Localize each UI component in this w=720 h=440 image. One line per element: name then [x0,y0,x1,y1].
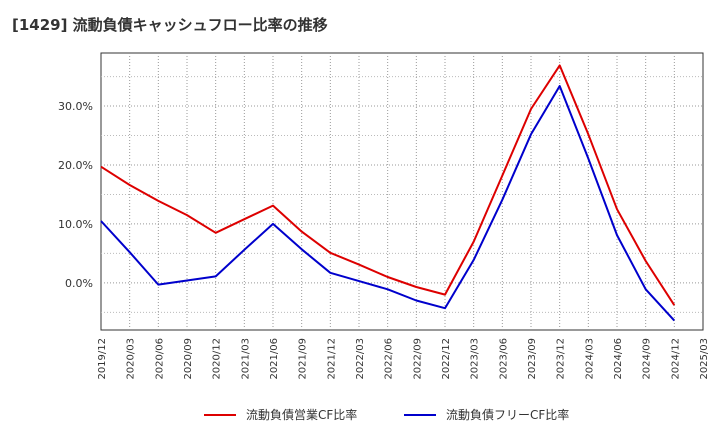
x-tick-label: 2021/12 [326,338,337,380]
y-tick-label: 0.0% [65,277,93,290]
x-tick-label: 2023/03 [470,338,481,380]
plot-frame [100,52,704,331]
x-tick-label: 2024/03 [584,338,595,380]
legend-label-2: 流動負債フリーCF比率 [446,407,569,422]
legend-label-1: 流動負債営業CF比率 [246,407,357,422]
x-tick-label: 2021/09 [298,338,309,380]
y-tick-label: 10.0% [58,218,93,231]
x-tick-label: 2022/09 [412,338,423,380]
x-tick-label: 2023/12 [556,338,567,380]
x-tick-label: 2020/03 [126,338,137,380]
x-tick-label: 2019/12 [97,338,108,380]
series-line-2 [100,85,676,322]
y-tick-label: 30.0% [58,100,93,113]
x-tick-label: 2024/12 [670,338,681,380]
legend: 流動負債営業CF比率 流動負債フリーCF比率 [204,407,569,422]
x-tick-label: 2022/03 [355,338,366,380]
x-tick-label: 2020/09 [183,338,194,380]
x-tick-label: 2024/09 [642,338,653,380]
grid-layer [100,52,704,331]
x-tick-label: 2022/06 [384,338,395,380]
x-tick-label: 2020/12 [212,338,223,380]
y-tick-label: 20.0% [58,159,93,172]
x-tick-label: 2020/06 [154,338,165,380]
x-tick-label: 2023/06 [498,338,509,380]
x-tick-label: 2025/03 [699,338,710,380]
series-layer [100,64,676,322]
x-tick-label: 2024/06 [613,338,624,380]
axis-layer: 0.0% 10.0% 20.0% 30.0% 2019/12 2020/03 2020/06… [58,100,710,380]
series-line-1 [100,64,676,306]
x-tick-label: 2021/06 [269,338,280,380]
x-tick-label: 2023/09 [527,338,538,380]
x-tick-label: 2021/03 [240,338,251,380]
chart-title: [1429] 流動負債キャッシュフロー比率の推移 [12,16,328,34]
x-tick-label: 2022/12 [441,338,452,380]
